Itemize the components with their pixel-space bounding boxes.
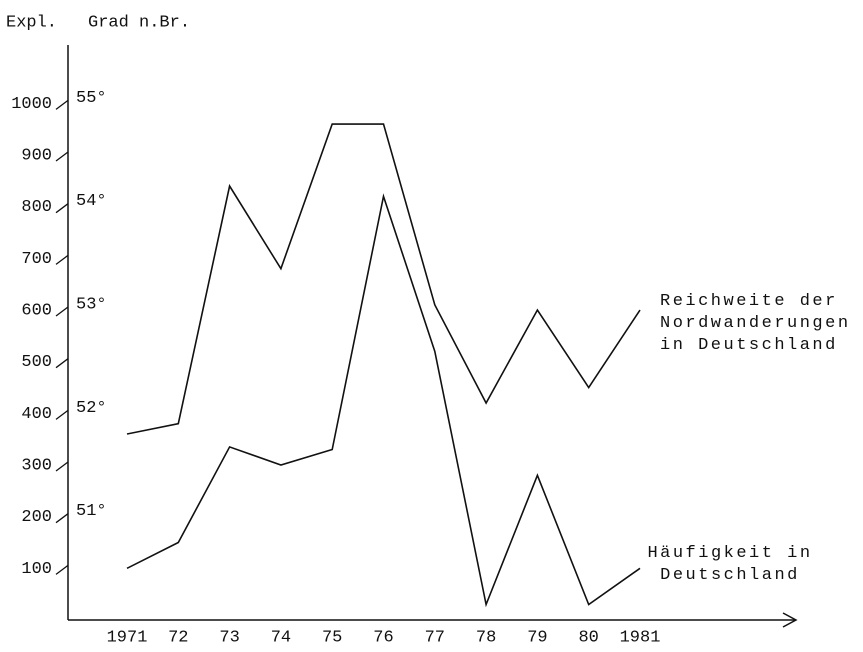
series-label: Reichweite der Nordwanderungen in Deutsc… (660, 292, 851, 355)
x-tick-label: 72 (168, 628, 188, 647)
y2-tick-label: 55° (76, 89, 107, 108)
y-tick (55, 358, 69, 369)
x-tick-label: 1971 (107, 628, 148, 647)
y-tick (55, 564, 69, 575)
y-tick-label: 900 (21, 147, 52, 166)
y-tick (55, 409, 69, 420)
y2-tick-label: 54° (76, 192, 107, 211)
y-tick (55, 513, 69, 524)
y2-axis-label: Grad n.Br. (88, 13, 190, 32)
x-tick-label: 1981 (620, 628, 661, 647)
y-tick (55, 306, 69, 317)
x-axis-arrow (782, 612, 798, 628)
y-tick-label: 400 (21, 405, 52, 424)
x-tick-label: 79 (527, 628, 547, 647)
series-label: Häufigkeit in Deutschland (647, 544, 813, 585)
series-line (126, 123, 641, 435)
y-tick-label: 700 (21, 250, 52, 269)
y2-tick-label: 51° (76, 502, 107, 521)
x-tick-label: 75 (322, 628, 342, 647)
y-tick-label: 300 (21, 456, 52, 475)
y-axis-label: Expl. (6, 13, 57, 32)
y-tick-label: 500 (21, 353, 52, 372)
x-tick-label: 76 (373, 628, 393, 647)
y-tick (55, 203, 69, 214)
y-tick (55, 461, 69, 472)
x-tick-label: 78 (476, 628, 496, 647)
y-tick-label: 600 (21, 302, 52, 321)
x-tick-label: 73 (219, 628, 239, 647)
x-tick-label: 74 (271, 628, 291, 647)
y-tick (55, 254, 69, 265)
y2-tick-label: 53° (76, 296, 107, 315)
y-tick-label: 1000 (11, 95, 52, 114)
y2-tick-label: 52° (76, 399, 107, 418)
series-line (126, 193, 641, 608)
y-tick (55, 151, 69, 162)
x-tick-label: 77 (425, 628, 445, 647)
y-tick-label: 100 (21, 560, 52, 579)
y-tick-label: 800 (21, 198, 52, 217)
y-tick-label: 200 (21, 508, 52, 527)
x-tick-label: 80 (578, 628, 598, 647)
y-tick (55, 99, 69, 110)
